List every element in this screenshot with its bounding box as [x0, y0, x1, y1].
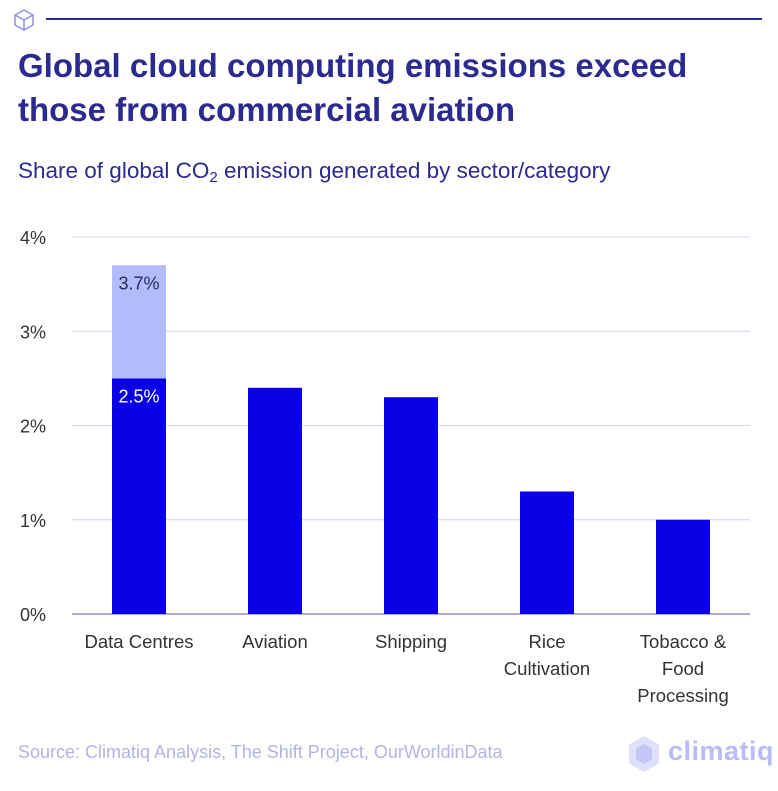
subtitle-text-post: emission generated by sector/category — [217, 158, 611, 183]
top-rule — [46, 18, 762, 20]
x-tick-label: Rice — [528, 631, 565, 652]
cube-icon — [14, 9, 34, 31]
bar — [112, 378, 166, 614]
bar — [248, 387, 302, 614]
bar — [384, 397, 438, 614]
data-label: 2.5% — [118, 386, 159, 406]
subtitle-text-pre: Share of global CO — [18, 158, 210, 183]
x-tick-label: Data Centres — [85, 631, 194, 652]
brand-logo: climatiq — [626, 734, 774, 774]
bar-chart: 0% 1% 2% 3% 4% Data Centres Aviation Shipping Ri… — [20, 228, 750, 706]
y-tick-label: 2% — [20, 417, 46, 437]
y-tick-label: 3% — [20, 322, 46, 342]
y-tick-label: 1% — [20, 511, 46, 531]
chart-title: Global cloud computing emissions exceed … — [18, 47, 688, 128]
chart-subtitle: Share of global CO2 emission generated b… — [18, 158, 758, 186]
y-tick-label: 0% — [20, 605, 46, 625]
data-label: 3.7% — [118, 273, 159, 293]
hexagon-logo-icon — [629, 736, 659, 772]
bar-segment-upper — [112, 265, 166, 379]
source-note: Source: Climatiq Analysis, The Shift Pro… — [18, 742, 503, 762]
x-tick-label: Shipping — [375, 631, 447, 652]
y-tick-label: 4% — [20, 228, 46, 248]
x-tick-label: Food — [662, 658, 704, 679]
bar — [520, 491, 574, 614]
x-tick-label: Tobacco & — [640, 631, 727, 652]
x-tick-label: Aviation — [242, 631, 307, 652]
x-tick-label: Processing — [637, 685, 729, 706]
bar — [656, 519, 710, 614]
x-tick-label: Cultivation — [504, 658, 590, 679]
brand-wordmark: climatiq — [668, 736, 775, 766]
subtitle-subscript: 2 — [209, 169, 218, 186]
